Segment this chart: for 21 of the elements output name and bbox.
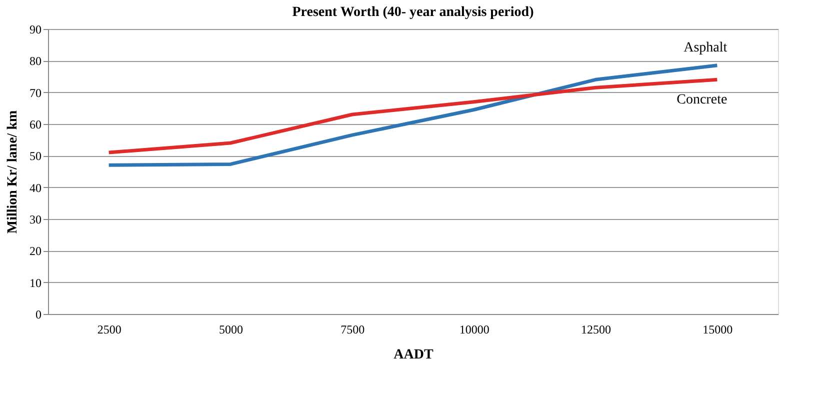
chart-title: Present Worth (40- year analysis period) (292, 5, 534, 20)
y-tick-label: 40 (30, 180, 42, 195)
y-tick-label: 70 (30, 86, 42, 100)
x-tick-label: 12500 (581, 322, 611, 336)
y-tick-label: 20 (30, 244, 42, 258)
x-tick-label: 7500 (340, 322, 365, 336)
x-tick-label: 10000 (459, 322, 490, 336)
y-tick-label: 80 (30, 54, 42, 68)
x-axis-title: AADT (394, 348, 434, 362)
y-tick-label: 30 (30, 212, 42, 226)
y-tick-label: 10 (30, 276, 42, 290)
x-tick-label: 5000 (219, 322, 243, 336)
y-axis-title: Million Kr/ lane/ km (6, 110, 20, 234)
y-tick-label: 0 (36, 308, 42, 322)
x-tick-label: 15000 (702, 322, 733, 336)
series-label: Asphalt (684, 40, 728, 56)
y-tick-label: 60 (30, 118, 42, 132)
x-tick-label: 2500 (97, 322, 122, 336)
y-tick-label: 90 (30, 22, 42, 36)
series-label: Concrete (676, 92, 728, 108)
y-tick-label: 50 (30, 149, 42, 164)
